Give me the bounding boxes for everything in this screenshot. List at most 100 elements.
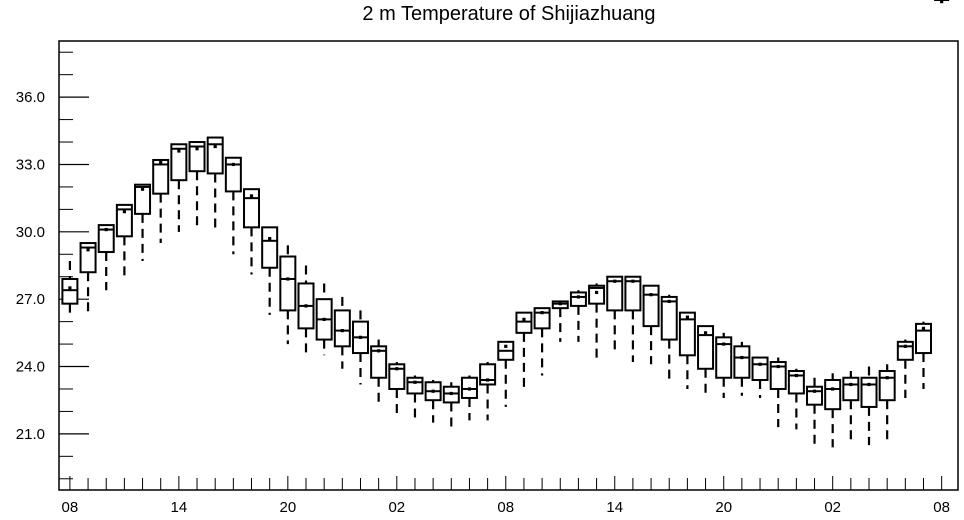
mean-marker	[377, 349, 381, 353]
box-item	[860, 366, 878, 446]
box-body	[97, 224, 115, 254]
box-item	[79, 242, 97, 315]
mean-marker	[594, 290, 599, 295]
mean-marker	[322, 317, 326, 321]
y-axis: 21.0 24.0 27.0 30.0 33.0 36.0	[16, 51, 89, 480]
mean-marker	[649, 293, 653, 297]
mean-marker	[431, 389, 435, 393]
x-tick-label: 14	[171, 499, 188, 516]
box-item	[896, 339, 914, 398]
box-series	[61, 0, 950, 448]
box-body	[896, 340, 914, 361]
box-body	[134, 183, 152, 215]
box-body	[624, 275, 642, 312]
mean-marker	[195, 147, 199, 151]
mean-marker	[831, 387, 835, 391]
box-body	[370, 345, 388, 379]
mean-marker	[613, 279, 617, 283]
box-item	[406, 375, 424, 421]
box-item	[697, 325, 715, 396]
box-body	[188, 141, 206, 173]
mean-marker	[940, 0, 944, 4]
box-body	[279, 255, 297, 312]
box-body	[678, 311, 696, 357]
box-item	[206, 136, 224, 230]
box-item	[606, 275, 624, 356]
x-tick-label: 02	[388, 499, 405, 516]
box-item	[115, 203, 133, 277]
mean-marker	[631, 279, 635, 283]
box-body	[515, 311, 533, 334]
x-axis: 08 14 20 02 08 14 20 02 08	[62, 476, 950, 516]
mean-marker	[903, 344, 907, 348]
mean-marker	[576, 295, 581, 299]
box-item	[152, 158, 170, 244]
box-item	[751, 356, 769, 398]
box-item	[497, 340, 515, 407]
mean-marker	[413, 380, 417, 384]
box-item	[678, 311, 696, 389]
box-item	[97, 224, 115, 291]
box-body	[406, 376, 424, 395]
box-body	[860, 376, 878, 408]
box-body	[152, 158, 170, 195]
x-tick-label: 14	[606, 499, 623, 516]
box-item	[733, 341, 751, 396]
box-item	[279, 245, 297, 345]
mean-marker	[104, 227, 108, 232]
box-body	[569, 291, 587, 307]
box-item	[460, 375, 478, 421]
box-body	[715, 336, 733, 379]
x-tick-label: 08	[497, 499, 514, 516]
mean-marker	[522, 317, 526, 321]
box-item	[660, 294, 678, 380]
box-item	[824, 373, 842, 448]
box-body	[806, 385, 824, 406]
box-item	[551, 300, 569, 342]
box-item	[588, 283, 606, 363]
mean-marker	[68, 286, 72, 290]
y-tick-label: 33.0	[16, 156, 45, 173]
box-item	[224, 156, 242, 255]
box-body	[878, 370, 896, 402]
mean-marker	[159, 160, 163, 164]
box-body	[787, 370, 805, 395]
mean-marker	[812, 389, 817, 393]
mean-marker	[140, 187, 145, 191]
mean-marker	[849, 382, 853, 387]
box-body	[588, 284, 606, 305]
box-body	[206, 136, 224, 175]
box-body	[824, 378, 842, 411]
box-item	[878, 364, 896, 441]
box-item	[351, 310, 369, 385]
box-body	[261, 226, 279, 269]
box-item	[569, 290, 587, 342]
x-tick-label: 02	[824, 499, 841, 516]
box-item	[914, 321, 932, 389]
box-item	[642, 284, 660, 365]
mean-marker	[486, 378, 490, 382]
box-item	[61, 261, 79, 315]
box-item	[442, 382, 460, 430]
box-item	[806, 377, 824, 446]
mean-marker	[467, 387, 472, 391]
mean-marker	[540, 311, 544, 315]
box-item	[333, 296, 351, 369]
mean-marker	[249, 194, 254, 198]
box-item	[715, 332, 733, 398]
y-tick-label: 21.0	[16, 426, 45, 443]
box-item	[134, 183, 152, 262]
mean-marker	[776, 364, 780, 369]
chart-title: 2 m Temperature of Shijiazhuang	[362, 3, 655, 25]
mean-marker	[740, 355, 744, 360]
mean-marker	[358, 335, 363, 339]
mean-marker	[921, 326, 926, 330]
box-body	[751, 356, 769, 381]
box-item	[533, 307, 551, 376]
box-item	[479, 362, 497, 421]
box-item	[370, 339, 388, 405]
box-item	[624, 275, 642, 363]
mean-marker	[685, 315, 689, 319]
box-item	[424, 379, 442, 423]
